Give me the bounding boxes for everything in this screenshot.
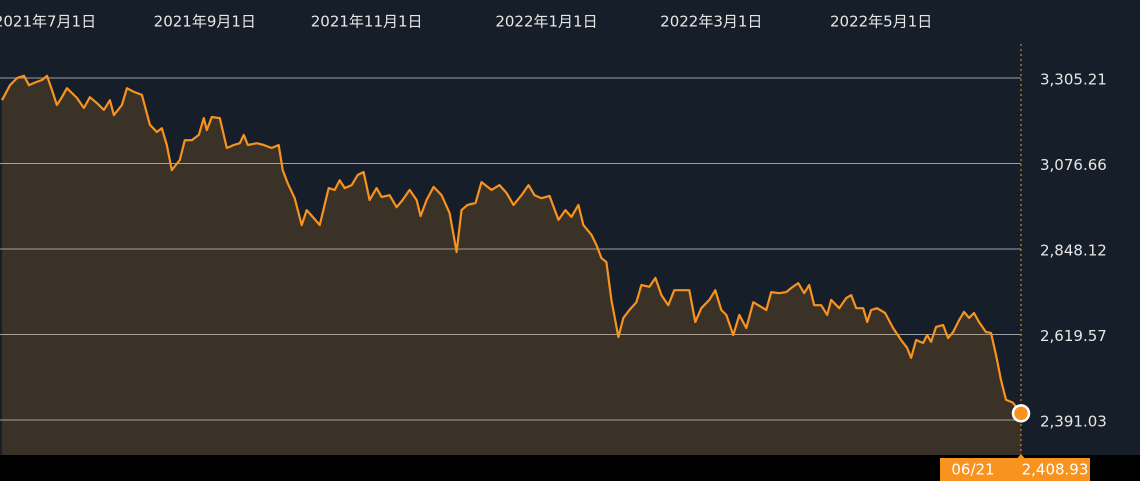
last-point [1011,404,1031,423]
last-value: 2,408.93 [1022,461,1089,479]
x-tick-label: 2021年7月1日 [0,13,96,31]
x-tick-label: 2022年5月1日 [830,13,932,31]
last-date: 06/21 [951,461,994,479]
x-tick-label: 2022年3月1日 [660,13,762,31]
line [1,74,1022,414]
area [2,75,1021,456]
y-tick-label: 3,076.66 [1040,156,1107,174]
y-tick-label: 3,305.21 [1040,71,1107,89]
last-label-box [940,458,1090,481]
x-tick-label: 2021年11月1日 [311,13,423,31]
y-tick-label: 2,619.57 [1040,327,1107,345]
x-tick-label: 2022年1月1日 [495,13,597,31]
y-tick-label: 2,391.03 [1040,413,1107,431]
y-tick-label: 2,848.12 [1040,242,1107,260]
x-tick-label: 2021年9月1日 [154,13,256,31]
